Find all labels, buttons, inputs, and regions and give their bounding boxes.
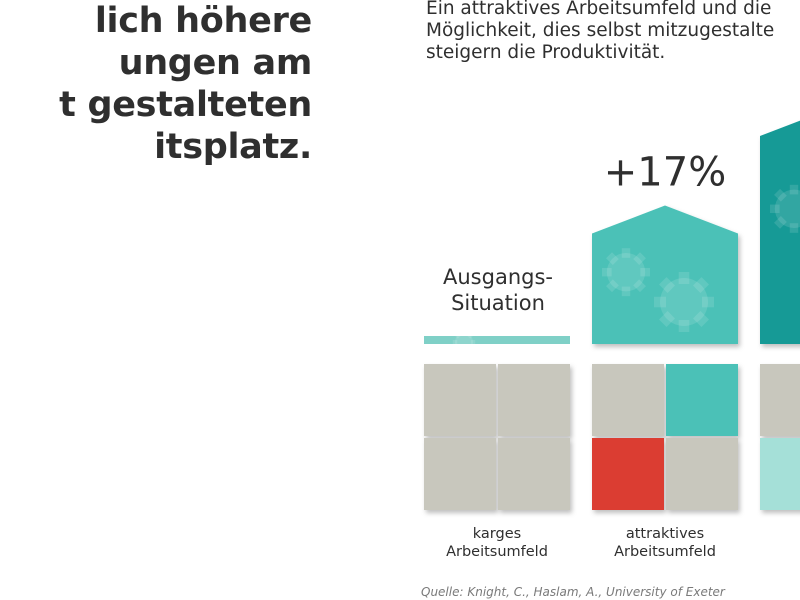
tile-2-4 [666,438,738,510]
bar-3 [760,120,800,344]
tile-2-2 [666,364,738,436]
tile-grid-3 [760,364,800,510]
tile-1-2 [498,364,570,436]
data-label-2: +17% [604,150,726,196]
bar-2-shape [592,205,738,344]
headline: lich höhere ungen am t gestalteten itspl… [0,0,330,180]
tile-1-4 [498,438,570,510]
tile-2-3 [592,438,664,510]
bar-1 [424,336,570,344]
tile-grid-2 [592,364,738,510]
tile-1-3 [424,438,496,510]
data-label-1: Ausgangs-Situation [443,265,553,315]
intro-line-2: Möglichkeit, dies selbst mitzugestalte [426,20,775,41]
bar-1-gear-icon [452,330,476,354]
tile-1-1 [424,364,496,436]
bar-3-shape [760,120,800,344]
tile-3-1 [760,364,800,436]
tile-grid-1 [424,364,570,510]
tile-2-1 [592,364,664,436]
headline-line-1: lich höhere [94,1,312,41]
source-note: Quelle: Knight, C., Haslam, A., Universi… [421,585,725,599]
headline-line-3: t gestalteten [59,85,312,125]
bar-2-gear-icon-b [654,272,714,333]
headline-line-4: itsplatz. [154,127,312,167]
headline-line-2: ungen am [118,43,313,83]
category-label-1: karges Arbeitsumfeld [446,526,548,560]
tile-3-3 [760,438,800,510]
intro-line-1: Ein attraktives Arbeitsumfeld und die [426,0,772,19]
intro-line-3: steigern die Produktivität. [426,42,666,63]
bar-2-gear-icon-a [602,248,650,297]
bar-2 [592,205,738,344]
bar-3-gear-icon-a [770,184,800,233]
intro-text: Ein attraktives Arbeitsumfeld und die Mö… [426,0,800,64]
category-label-2: attraktives Arbeitsumfeld [614,526,716,560]
